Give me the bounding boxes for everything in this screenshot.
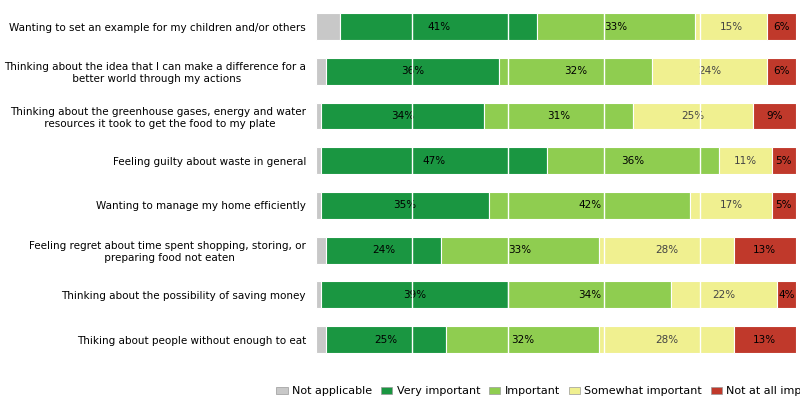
Bar — [322, 103, 484, 129]
Text: 35%: 35% — [394, 200, 417, 210]
Bar — [326, 237, 441, 264]
Text: 28%: 28% — [655, 334, 678, 345]
Text: 28%: 28% — [655, 245, 678, 255]
Text: 47%: 47% — [422, 156, 446, 166]
Text: 25%: 25% — [374, 334, 398, 345]
Bar — [322, 192, 489, 219]
Bar — [317, 58, 326, 85]
Bar — [695, 13, 767, 40]
Bar — [719, 147, 772, 174]
Text: 34%: 34% — [391, 111, 414, 121]
Text: 6%: 6% — [774, 66, 790, 76]
Text: 5%: 5% — [775, 156, 792, 166]
Text: 25%: 25% — [682, 111, 704, 121]
Bar — [317, 103, 322, 129]
Text: 42%: 42% — [578, 200, 602, 210]
Text: 39%: 39% — [403, 290, 426, 300]
Bar — [537, 13, 695, 40]
Text: 24%: 24% — [698, 66, 721, 76]
Bar — [341, 13, 537, 40]
Text: 13%: 13% — [753, 334, 776, 345]
Bar — [317, 237, 326, 264]
Text: 34%: 34% — [578, 290, 602, 300]
Text: 33%: 33% — [509, 245, 532, 255]
Bar — [690, 192, 772, 219]
Bar — [317, 13, 341, 40]
Bar — [498, 58, 652, 85]
Bar — [508, 281, 671, 308]
Text: 13%: 13% — [753, 245, 776, 255]
Bar — [326, 326, 446, 353]
Bar — [489, 192, 690, 219]
Text: 31%: 31% — [547, 111, 570, 121]
Bar — [734, 326, 796, 353]
Bar — [772, 147, 796, 174]
Bar — [772, 192, 796, 219]
Bar — [734, 237, 796, 264]
Bar — [317, 281, 322, 308]
Bar — [753, 103, 796, 129]
Text: 32%: 32% — [564, 66, 587, 76]
Bar — [652, 58, 767, 85]
Bar — [671, 281, 777, 308]
Text: 22%: 22% — [712, 290, 735, 300]
Bar — [599, 326, 734, 353]
Bar — [767, 58, 796, 85]
Bar — [777, 281, 796, 308]
Text: 36%: 36% — [401, 66, 424, 76]
Legend: Not applicable, Very important, Important, Somewhat important, Not at all import: Not applicable, Very important, Importan… — [272, 382, 800, 401]
Bar — [317, 147, 322, 174]
Text: 17%: 17% — [719, 200, 742, 210]
Text: 32%: 32% — [511, 334, 534, 345]
Text: 4%: 4% — [778, 290, 794, 300]
Bar — [546, 147, 719, 174]
Text: 33%: 33% — [605, 21, 628, 31]
Text: 41%: 41% — [427, 21, 450, 31]
Bar — [322, 147, 546, 174]
Text: 5%: 5% — [775, 200, 792, 210]
Text: 36%: 36% — [622, 156, 645, 166]
Text: 24%: 24% — [372, 245, 395, 255]
Bar — [599, 237, 734, 264]
Text: 11%: 11% — [734, 156, 757, 166]
Bar — [633, 103, 753, 129]
Bar — [484, 103, 633, 129]
Bar — [317, 192, 322, 219]
Text: 6%: 6% — [774, 21, 790, 31]
Text: 15%: 15% — [719, 21, 742, 31]
Bar — [322, 281, 508, 308]
Bar — [317, 326, 326, 353]
Bar — [446, 326, 599, 353]
Bar — [326, 58, 498, 85]
Text: 9%: 9% — [766, 111, 782, 121]
Bar — [441, 237, 599, 264]
Bar — [767, 13, 796, 40]
